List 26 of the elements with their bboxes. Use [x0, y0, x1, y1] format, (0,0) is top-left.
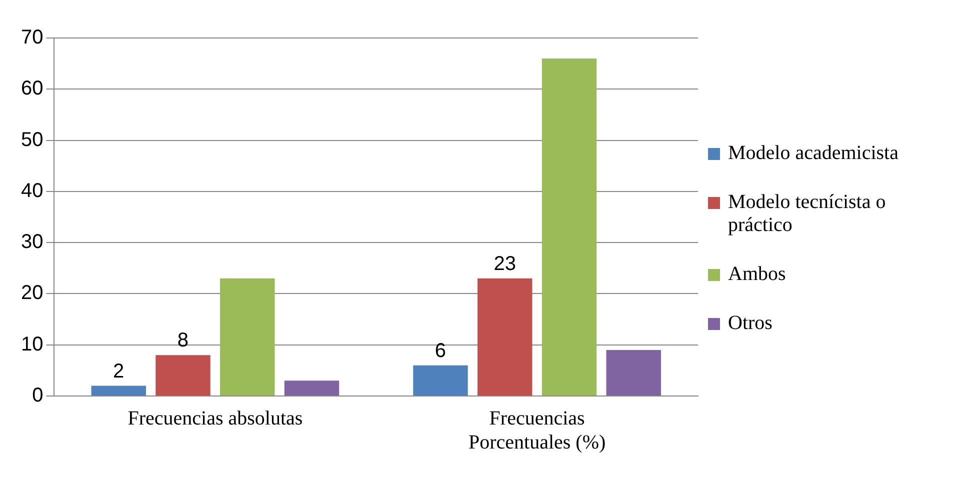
y-tick-label: 30 — [20, 231, 44, 254]
y-tick-label: 0 — [32, 384, 44, 407]
y-tick-label: 40 — [20, 180, 44, 202]
y-tick-label: 10 — [20, 333, 44, 356]
legend-label: Modelo academicista — [728, 142, 898, 164]
bar — [542, 58, 597, 396]
y-tick-label: 60 — [20, 78, 44, 100]
data-label: 8 — [177, 330, 189, 352]
data-label: 23 — [494, 252, 516, 275]
data-label: 6 — [434, 340, 446, 362]
bar — [478, 278, 532, 396]
bar — [284, 380, 340, 396]
y-tick-label: 70 — [20, 26, 44, 49]
bar — [413, 365, 468, 396]
x-tick-label: Frecuencias Porcentuales (%) — [468, 407, 606, 454]
x-tick-label: Frecuencias absolutas — [128, 407, 303, 430]
bar — [91, 386, 146, 396]
y-tick-label: 50 — [20, 128, 44, 151]
legend-label: Modelo tecnícista o práctico — [728, 190, 887, 236]
y-tick-label: 20 — [20, 282, 44, 304]
legend-label: Ambos — [728, 262, 786, 286]
bar — [606, 350, 661, 396]
data-label: 2 — [113, 360, 124, 382]
bar — [156, 355, 210, 396]
legend-label: Otros — [728, 312, 772, 334]
bar — [220, 278, 275, 396]
